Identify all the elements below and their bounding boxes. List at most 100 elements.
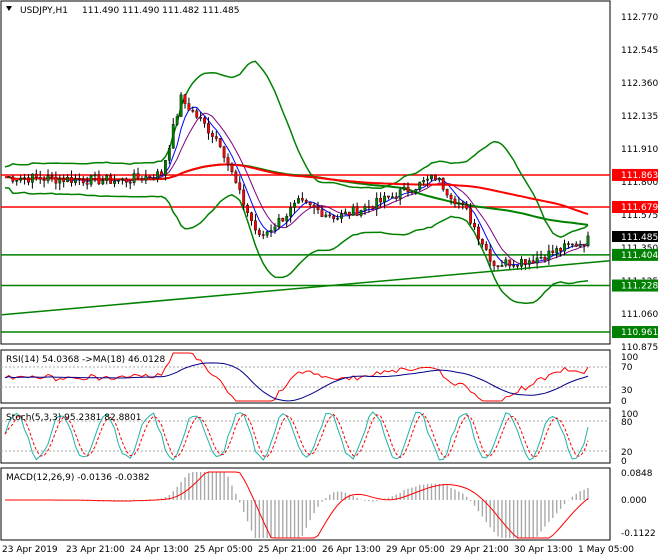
candle-body	[74, 178, 77, 183]
candle-body	[120, 178, 124, 181]
candle-body	[402, 186, 406, 191]
macd-tick: 0.0848	[621, 469, 653, 479]
candle-body	[355, 206, 359, 216]
symbol-dropdown-icon[interactable]	[6, 6, 12, 11]
candle-body	[93, 174, 97, 177]
candle-body	[210, 132, 214, 137]
candle-body	[160, 171, 163, 176]
candle-body	[344, 211, 347, 215]
candle-body	[246, 204, 249, 213]
rsi-tick: 0	[621, 397, 627, 407]
candle-body	[437, 177, 441, 181]
candle-body	[504, 259, 508, 266]
level-tags: 111.863 111.679 111.404 111.228 110.961	[612, 168, 658, 339]
candle-body	[230, 163, 234, 173]
time-tick: 29 Apr 21:00	[450, 545, 509, 555]
candle-body	[238, 182, 242, 191]
time-tick: 23 Apr 2019	[2, 545, 58, 555]
candle-body	[70, 177, 73, 183]
candle-body	[89, 174, 93, 185]
candle-body	[214, 136, 218, 139]
candle-body	[58, 178, 62, 184]
macd-panel-frame	[0, 467, 611, 541]
candle-body	[167, 147, 171, 161]
time-tick: 1 May 05:00	[578, 545, 634, 555]
candle-body	[97, 174, 101, 185]
candle-body	[347, 211, 351, 216]
trend-lines	[1, 260, 611, 316]
time-tick: 30 Apr 13:00	[514, 545, 573, 555]
candle-body	[11, 176, 15, 182]
candle-body	[46, 175, 50, 181]
candle-body	[379, 198, 383, 203]
candle-body	[156, 171, 159, 179]
candle-body	[222, 146, 226, 158]
candle-body	[308, 202, 312, 206]
candle-body	[477, 226, 480, 240]
time-axis: 23 Apr 2019 23 Apr 21:00 24 Apr 13:00 25…	[2, 545, 634, 555]
trendline	[1, 260, 611, 316]
candle-body	[19, 178, 23, 181]
stoch-d-line	[4, 412, 589, 459]
candle-body	[324, 214, 328, 217]
candle-body	[285, 215, 289, 222]
candle-body	[312, 204, 316, 208]
candle-body	[390, 196, 394, 198]
level-tag-label: 111.863	[621, 171, 658, 181]
candle-body	[484, 243, 488, 250]
bollinger-bands	[4, 60, 589, 305]
candle-body	[164, 160, 167, 176]
candle-body	[7, 176, 11, 178]
moving-averages	[4, 106, 589, 266]
candle-body	[430, 174, 433, 180]
rsi-panel-frame	[0, 349, 611, 404]
candle-body	[281, 218, 285, 222]
stoch-tick: 100	[621, 410, 638, 420]
stoch-k-line	[4, 411, 589, 461]
candle-body	[434, 174, 437, 181]
candle-body	[101, 180, 105, 185]
candle-body	[316, 207, 320, 210]
candle-body	[254, 220, 257, 231]
candle-body	[398, 189, 402, 199]
candle-body	[363, 206, 367, 211]
candle-body	[410, 191, 414, 194]
candle-body	[34, 173, 38, 178]
rsi-tick: 70	[621, 363, 633, 373]
candle-body	[293, 202, 296, 208]
candle-body	[234, 171, 238, 183]
candle-body	[582, 243, 586, 246]
candle-body	[195, 110, 199, 118]
candle-body	[148, 175, 152, 178]
macd-signal	[5, 471, 589, 539]
candle-body	[30, 173, 34, 183]
candle-body	[465, 204, 469, 209]
candle-body	[105, 175, 109, 181]
candle-body	[457, 202, 461, 205]
candle-body	[50, 175, 54, 178]
candle-body	[269, 229, 273, 233]
rsi-axis: 100 70 30 0	[621, 353, 638, 407]
stoch-lines	[1, 411, 610, 461]
candle-body	[547, 250, 551, 261]
candle-body	[461, 202, 465, 205]
stoch-label: Stoch(5,3,3) 95.2381 82.8801	[6, 413, 141, 423]
candle-body	[535, 257, 539, 264]
candle-body	[543, 257, 547, 261]
candle-body	[218, 138, 222, 147]
current-price-label: 111.485	[621, 233, 658, 243]
candle-body	[175, 116, 179, 125]
level-tag-label: 110.961	[621, 328, 658, 338]
candle-body	[426, 178, 429, 181]
candle-body	[27, 177, 30, 183]
candle-body	[441, 177, 445, 190]
candle-body	[207, 123, 210, 134]
level-tag-label: 111.228	[621, 282, 658, 292]
price-tick: 112.360	[621, 79, 658, 89]
level-tag-box	[612, 200, 658, 213]
candle-body	[387, 195, 390, 198]
macd-axis: 0.0848 0.000 -0.1122	[621, 469, 656, 539]
ohlc-label: 111.490 111.490 111.482 111.485	[82, 6, 239, 16]
time-tick: 25 Apr 05:00	[194, 545, 253, 555]
